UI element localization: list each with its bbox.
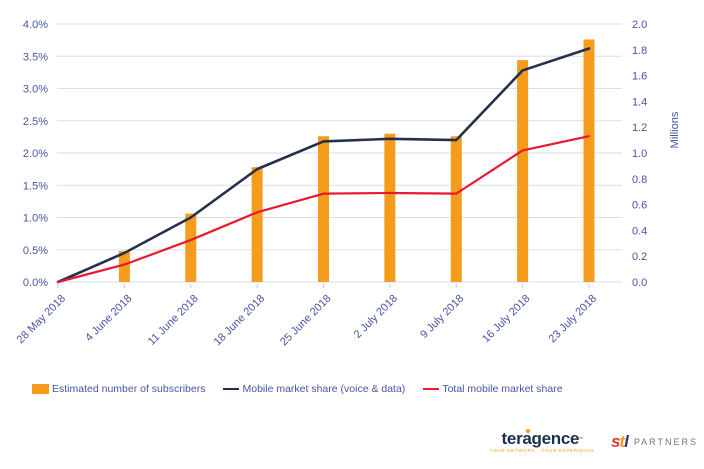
left-axis-tick-label: 2.5% bbox=[23, 116, 48, 128]
x-axis-tick-label: 11 June 2018 bbox=[146, 293, 201, 348]
legend-label-subscribers: Estimated number of subscribers bbox=[52, 383, 206, 395]
bar bbox=[450, 136, 462, 282]
x-axis-tick-label: 25 June 2018 bbox=[278, 293, 334, 349]
x-axis-tick-label: 18 June 2018 bbox=[212, 293, 268, 349]
left-axis-tick-label: 0.0% bbox=[23, 277, 48, 289]
right-axis-tick-label: 1.4 bbox=[632, 96, 647, 108]
x-axis-tick-label: 28 May 2018 bbox=[15, 293, 68, 346]
left-axis-tick-label: 2.0% bbox=[23, 148, 48, 160]
x-axis-tick-label: 16 July 2018 bbox=[480, 293, 533, 346]
stl-partners-logo: stl PARTNERS bbox=[611, 433, 698, 450]
right-axis-tick-label: 1.6 bbox=[632, 71, 647, 83]
teragence-tm: ™ bbox=[579, 436, 583, 441]
teragence-text: teragence bbox=[501, 429, 580, 448]
legend-swatch-bar-icon bbox=[32, 384, 49, 394]
teragence-tagline: YOUR NETWORK · YOUR EXPERIENCE bbox=[489, 448, 595, 453]
legend-label-market-share: Mobile market share (voice & data) bbox=[242, 383, 406, 395]
legend-item-total-share: Total mobile market share bbox=[423, 383, 563, 395]
left-axis-tick-label: 0.5% bbox=[23, 245, 48, 257]
x-axis-tick-label: 9 July 2018 bbox=[418, 293, 466, 341]
line-series bbox=[56, 47, 591, 284]
left-axis-tick-label: 1.0% bbox=[23, 213, 48, 225]
bar bbox=[318, 136, 329, 282]
right-axis-tick-label: 0.8 bbox=[632, 174, 647, 186]
right-axis-tick-label: 0.6 bbox=[632, 200, 647, 212]
legend-swatch-red-line-icon bbox=[423, 388, 440, 390]
right-axis-title: Millions bbox=[669, 111, 681, 148]
legend-item-subscribers: Estimated number of subscribers bbox=[32, 383, 205, 395]
left-axis-tick-label: 4.0% bbox=[23, 19, 48, 31]
x-axis-tick-label: 2 July 2018 bbox=[352, 293, 400, 341]
left-axis-tick-label: 3.5% bbox=[23, 51, 48, 63]
right-axis-tick-label: 1.8 bbox=[632, 45, 647, 57]
bar bbox=[118, 251, 130, 282]
footer-logos: teragence™ YOUR NETWORK · YOUR EXPERIENC… bbox=[489, 429, 699, 453]
legend-label-total-share: Total mobile market share bbox=[442, 383, 563, 395]
x-axis-tick-label: 4 June 2018 bbox=[83, 293, 134, 344]
bar bbox=[583, 39, 595, 283]
left-axis-tick-label: 1.5% bbox=[23, 180, 48, 192]
bar bbox=[185, 213, 197, 282]
stl-mark-icon: stl bbox=[610, 432, 629, 451]
chart-svg: 4.0% 3.5% 3.0% 2.5% 2.0% 1.5% 1.0% 0.5% 0.0% 2.0 1… bbox=[15, 19, 681, 349]
chart-legend: Estimated number of subscribers Mobile m… bbox=[32, 383, 563, 395]
right-axis-tick-label: 1.0 bbox=[632, 148, 647, 160]
legend-item-market-share: Mobile market share (voice & data) bbox=[223, 383, 405, 395]
teragence-dot-icon bbox=[525, 429, 530, 433]
right-axis-tick-label: 0.4 bbox=[632, 225, 647, 237]
bar bbox=[251, 167, 263, 282]
left-axis-tick-label: 3.0% bbox=[23, 84, 48, 96]
right-axis-tick-label: 0.0 bbox=[632, 277, 647, 289]
teragence-logo: teragence™ YOUR NETWORK · YOUR EXPERIENC… bbox=[489, 429, 595, 453]
bar bbox=[384, 133, 396, 282]
right-axis-tick-label: 1.2 bbox=[632, 122, 647, 134]
legend-swatch-navy-line-icon bbox=[223, 388, 240, 390]
line-series bbox=[56, 135, 591, 284]
bar bbox=[517, 60, 529, 283]
stl-partners-text: PARTNERS bbox=[633, 436, 698, 447]
right-axis-tick-label: 0.2 bbox=[632, 251, 647, 263]
right-axis-tick-label: 2.0 bbox=[632, 19, 647, 31]
teragence-wordmark: teragence™ bbox=[490, 429, 595, 448]
x-axis-tick-label: 23 July 2018 bbox=[547, 293, 600, 346]
